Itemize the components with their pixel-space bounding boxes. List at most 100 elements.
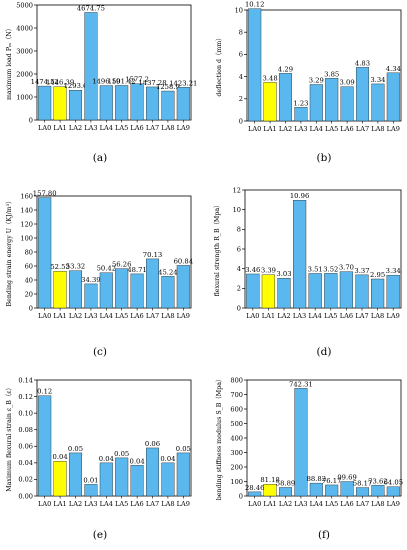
bar-LA4	[309, 482, 323, 497]
data-label: 3.39	[261, 267, 276, 275]
y-axis-label: flexural strength R_B（Mpa）	[214, 202, 221, 297]
bar-LA0	[38, 395, 52, 497]
chart-panel-3: 0 2 4 6 8 10 12 flexural strength R_B（Mpa） LA0 3.…	[214, 186, 402, 358]
bar-LA6	[340, 481, 354, 497]
bar-LA8	[161, 462, 175, 497]
plot-frame	[36, 4, 192, 121]
data-label: 1501.42	[108, 77, 136, 85]
y-tick-label: 0	[29, 116, 33, 124]
data-label: 3.34	[370, 76, 385, 84]
data-label: 58.17	[353, 480, 372, 488]
x-tick-label: LA2	[69, 124, 82, 132]
y-tick-label: 0.02	[18, 476, 33, 484]
y-tick-label: 0	[239, 117, 243, 125]
y-tick-label: 0.08	[18, 426, 33, 434]
data-label: 3.03	[276, 270, 291, 278]
data-label: 3.37	[354, 267, 369, 275]
y-tick-label: 8	[239, 29, 243, 37]
x-tick-label: LA4	[100, 500, 113, 508]
y-tick-label: 800	[230, 376, 243, 384]
x-tick-label: LA5	[115, 500, 128, 508]
data-label: 99.69	[337, 474, 356, 482]
x-tick-label: LA5	[325, 125, 338, 133]
x-tick-label: LA2	[69, 312, 82, 320]
bar-LA4	[99, 272, 113, 309]
chart-panel-1: 0 2 4 6 8 10 deflection d（mm） LA0 10.12 LA1 3.48 LA…	[216, 1, 402, 164]
x-tick-label: LA6	[340, 125, 353, 133]
data-label: 34.39	[81, 276, 100, 284]
x-tick-label: LA3	[84, 124, 97, 132]
bar-LA4	[308, 273, 322, 309]
bar-LA3	[84, 484, 98, 497]
data-label: 45.24	[158, 268, 177, 276]
bar-LA6	[130, 83, 144, 121]
y-axis-label: Maximum flexural strain ε_B（ε）	[6, 384, 13, 492]
data-label: 1258.9	[156, 83, 180, 91]
y-tick-label: 8	[237, 226, 241, 234]
chart-panel-4: 0.000.020.040.060.080.100.120.14Maximum …	[6, 376, 192, 541]
data-label: 10.12	[245, 1, 264, 9]
bar-LA7	[355, 274, 369, 309]
data-label: 4674.75	[77, 4, 105, 12]
y-axis-label: maximum load Pₘ（N）	[6, 25, 13, 100]
x-tick-label: LA9	[177, 500, 190, 508]
x-tick-label: LA3	[293, 312, 306, 320]
x-tick-label: LA8	[161, 312, 174, 320]
x-tick-label: LA0	[38, 124, 51, 132]
x-tick-label: LA6	[340, 500, 353, 508]
data-label: 50.42	[97, 265, 116, 273]
chart-panel-2: 0 20 40 60 80 100 120 140 160 Bending strain ener…	[6, 190, 193, 358]
x-tick-label: LA4	[100, 312, 113, 320]
bar-LA1	[53, 271, 67, 309]
chart-panel-5: 0 100 200 300 400 500 600 700 800 bending stiffne…	[216, 376, 403, 541]
y-tick-label: 10	[233, 206, 241, 214]
data-label: 2.95	[370, 271, 385, 279]
y-tick-label: 0.12	[18, 393, 33, 401]
panel-label: (c)	[93, 346, 107, 358]
y-tick-label: 200	[230, 463, 243, 471]
data-label: 0.04	[99, 455, 114, 463]
data-label: 28.46	[245, 484, 264, 492]
x-tick-label: LA5	[115, 124, 128, 132]
bar-LA9	[176, 452, 190, 497]
y-tick-label: 4000	[16, 24, 33, 32]
y-tick-label: 0.06	[18, 443, 33, 451]
x-tick-label: LA4	[309, 312, 322, 320]
data-label: 1446.39	[46, 79, 74, 87]
x-tick-label: LA4	[100, 124, 113, 132]
data-label: 1496.19	[92, 78, 120, 86]
y-tick-label: 5000	[16, 1, 33, 9]
x-tick-label: LA0	[248, 500, 261, 508]
data-label: 3.34	[386, 267, 401, 275]
y-axis-label: Bending strain energy U（KJ/m³）	[6, 198, 13, 307]
y-tick-label: 60	[25, 262, 33, 270]
bar-LA1	[263, 484, 277, 497]
bar-LA0	[246, 273, 260, 309]
bar-LA9	[176, 265, 190, 309]
data-label: 0.01	[83, 476, 98, 484]
y-tick-label: 700	[230, 391, 243, 399]
bar-LA8	[161, 276, 175, 309]
y-axis-label: bending stiffness modulus S_B（Mpa）	[216, 376, 223, 501]
data-label: 52.53	[50, 263, 69, 271]
x-tick-label: LA1	[262, 312, 275, 320]
bar-LA4	[309, 84, 323, 122]
x-tick-label: LA8	[371, 500, 384, 508]
data-label: 88.82	[307, 475, 326, 483]
x-tick-label: LA3	[294, 125, 307, 133]
y-tick-label: 12	[233, 186, 241, 194]
bar-LA0	[38, 85, 52, 121]
plot-frame	[246, 9, 402, 122]
data-label: 76.17	[322, 477, 341, 485]
x-tick-label: LA9	[177, 124, 190, 132]
data-label: 81.18	[260, 476, 279, 484]
x-tick-label: LA2	[279, 500, 292, 508]
bar-LA7	[355, 67, 370, 122]
y-tick-label: 300	[230, 449, 243, 457]
x-tick-label: LA6	[340, 312, 353, 320]
bar-LA1	[53, 461, 67, 497]
data-label: 0.06	[145, 440, 160, 448]
x-tick-label: LA0	[38, 312, 51, 320]
data-label: 742.31	[289, 380, 313, 388]
